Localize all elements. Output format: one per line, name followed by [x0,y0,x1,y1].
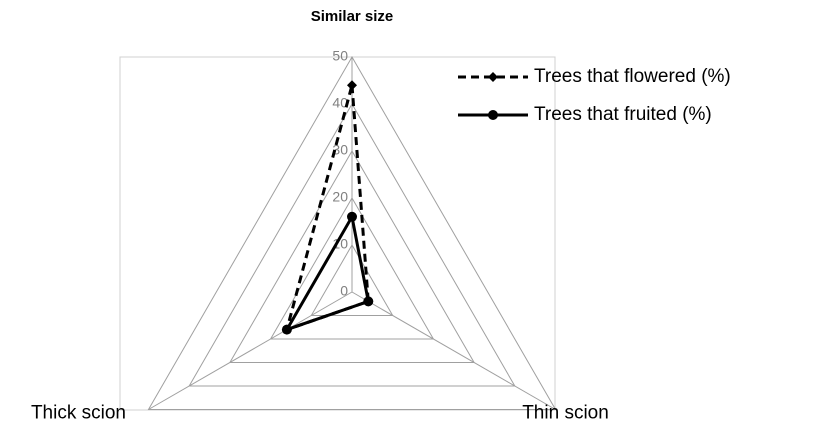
r-tick-label: 40 [332,95,348,111]
data-point [363,296,374,307]
series-line [283,212,370,333]
data-point [281,324,292,335]
category-label: Thin scion [522,403,609,424]
data-point [347,80,357,91]
r-tick-label: 50 [332,48,348,64]
chart-title: Similar size [311,8,394,25]
legend-label: Trees that fruited (%) [534,104,712,125]
grid-ring [269,197,435,340]
r-tick-label: 30 [332,142,348,158]
grid-ring [147,56,557,410]
grid-ring [188,103,516,387]
grid-ring [229,150,475,363]
r-tick-label: 10 [332,236,348,252]
spoke [148,291,353,410]
grid-ring [310,243,394,316]
legend-marker [488,110,498,120]
data-point [347,211,357,222]
series-line [284,84,370,332]
legend-marker [488,72,498,82]
spoke [351,291,556,410]
r-tick-label: 0 [340,283,348,299]
legend-label: Trees that flowered (%) [534,66,731,87]
category-label: Thick scion [31,403,126,424]
r-tick-label: 20 [332,189,348,205]
